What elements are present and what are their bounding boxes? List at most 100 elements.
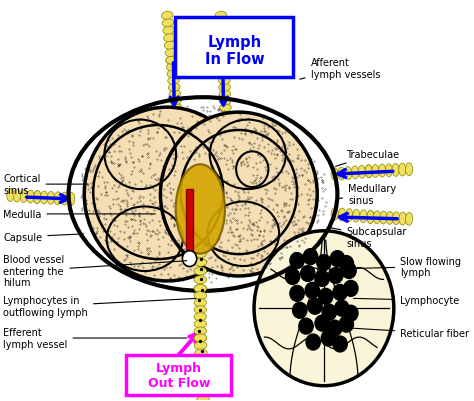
- Ellipse shape: [392, 212, 400, 225]
- Text: Lymph
Out Flow: Lymph Out Flow: [147, 361, 210, 389]
- Circle shape: [339, 256, 354, 272]
- Ellipse shape: [358, 166, 365, 179]
- Text: Subcapsular
sinus: Subcapsular sinus: [328, 227, 407, 248]
- Circle shape: [328, 320, 342, 336]
- Ellipse shape: [7, 189, 14, 202]
- Ellipse shape: [345, 167, 352, 180]
- Circle shape: [308, 299, 322, 314]
- Ellipse shape: [166, 57, 177, 65]
- Ellipse shape: [367, 211, 374, 224]
- Ellipse shape: [194, 285, 207, 293]
- Ellipse shape: [399, 164, 406, 176]
- Ellipse shape: [170, 97, 181, 105]
- Ellipse shape: [168, 84, 180, 92]
- Ellipse shape: [216, 27, 228, 35]
- Ellipse shape: [195, 371, 208, 379]
- Ellipse shape: [68, 193, 75, 206]
- Ellipse shape: [217, 34, 228, 43]
- Ellipse shape: [194, 327, 207, 335]
- Ellipse shape: [367, 211, 374, 224]
- Circle shape: [285, 269, 300, 285]
- Ellipse shape: [219, 104, 231, 112]
- Ellipse shape: [195, 356, 208, 365]
- Text: Lymphocyte: Lymphocyte: [354, 296, 459, 306]
- Ellipse shape: [392, 164, 399, 177]
- Ellipse shape: [194, 285, 207, 293]
- Ellipse shape: [61, 192, 68, 206]
- Ellipse shape: [194, 292, 207, 300]
- Circle shape: [315, 316, 329, 331]
- Text: Reticular fiber: Reticular fiber: [354, 328, 469, 338]
- Ellipse shape: [84, 108, 250, 281]
- Circle shape: [303, 249, 318, 265]
- Ellipse shape: [194, 250, 207, 258]
- Ellipse shape: [195, 364, 208, 372]
- Ellipse shape: [331, 168, 338, 181]
- Ellipse shape: [168, 77, 179, 85]
- Circle shape: [322, 304, 337, 320]
- Ellipse shape: [194, 320, 207, 328]
- Ellipse shape: [194, 276, 207, 284]
- Ellipse shape: [219, 71, 230, 78]
- Ellipse shape: [405, 213, 413, 226]
- Circle shape: [315, 271, 329, 287]
- Text: Trabeculae: Trabeculae: [336, 150, 400, 167]
- Ellipse shape: [216, 20, 227, 28]
- Circle shape: [305, 283, 319, 299]
- Ellipse shape: [194, 299, 207, 307]
- Ellipse shape: [218, 57, 229, 65]
- Circle shape: [330, 251, 345, 267]
- Ellipse shape: [365, 165, 373, 178]
- Ellipse shape: [196, 379, 209, 387]
- Text: Blood vessel
entering the
hilum: Blood vessel entering the hilum: [3, 254, 187, 288]
- Ellipse shape: [176, 165, 225, 254]
- Ellipse shape: [166, 64, 178, 72]
- Circle shape: [328, 268, 343, 284]
- Ellipse shape: [27, 190, 34, 203]
- Circle shape: [335, 301, 349, 316]
- Ellipse shape: [47, 192, 55, 205]
- Ellipse shape: [380, 212, 387, 225]
- Ellipse shape: [54, 192, 61, 205]
- Ellipse shape: [194, 334, 207, 342]
- Ellipse shape: [385, 164, 392, 177]
- Ellipse shape: [331, 208, 338, 221]
- Ellipse shape: [167, 71, 179, 79]
- Circle shape: [306, 334, 320, 350]
- Text: Medulla: Medulla: [3, 209, 155, 219]
- Ellipse shape: [219, 77, 230, 85]
- Ellipse shape: [20, 190, 27, 203]
- Ellipse shape: [405, 163, 413, 176]
- Circle shape: [333, 285, 347, 301]
- Circle shape: [319, 289, 333, 304]
- Ellipse shape: [162, 20, 173, 28]
- Ellipse shape: [372, 165, 379, 178]
- Ellipse shape: [166, 57, 177, 65]
- Ellipse shape: [40, 192, 47, 205]
- Ellipse shape: [399, 213, 406, 225]
- Ellipse shape: [219, 84, 230, 92]
- Ellipse shape: [379, 165, 386, 178]
- FancyArrow shape: [186, 190, 193, 254]
- Ellipse shape: [219, 91, 231, 99]
- Circle shape: [292, 302, 307, 318]
- Ellipse shape: [164, 42, 176, 50]
- Circle shape: [254, 231, 394, 386]
- Ellipse shape: [160, 113, 317, 276]
- Ellipse shape: [194, 259, 207, 267]
- Text: Lymphocytes in
outflowing lymph: Lymphocytes in outflowing lymph: [3, 296, 196, 317]
- Ellipse shape: [194, 306, 207, 314]
- Ellipse shape: [170, 104, 182, 112]
- Circle shape: [317, 255, 331, 271]
- Text: Capsule: Capsule: [3, 232, 84, 242]
- Ellipse shape: [386, 212, 393, 225]
- Circle shape: [301, 266, 315, 282]
- Ellipse shape: [219, 97, 231, 105]
- Ellipse shape: [197, 396, 209, 401]
- Ellipse shape: [217, 42, 228, 50]
- Ellipse shape: [163, 27, 174, 35]
- Circle shape: [344, 306, 358, 321]
- Ellipse shape: [352, 166, 359, 179]
- Ellipse shape: [218, 57, 229, 65]
- Ellipse shape: [374, 211, 381, 224]
